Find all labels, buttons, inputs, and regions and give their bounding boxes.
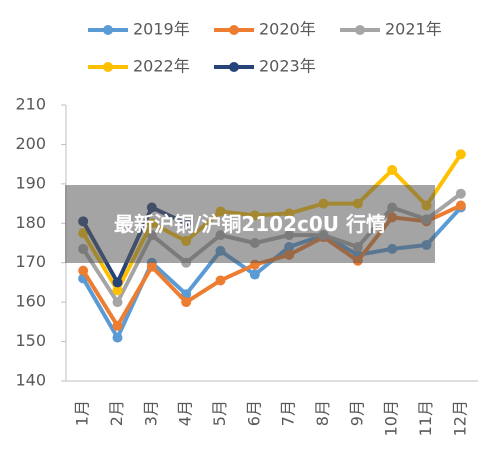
point bbox=[455, 149, 466, 160]
legend-swatch bbox=[103, 25, 113, 35]
y-tick-label: 200 bbox=[15, 134, 46, 153]
point bbox=[112, 285, 123, 296]
point bbox=[112, 332, 123, 343]
legend-label: 2023年 bbox=[259, 57, 316, 76]
y-tick-label: 210 bbox=[15, 95, 46, 114]
x-tick-label: 5月 bbox=[210, 400, 229, 426]
chart-title: 最新沪铜/沪铜2102c0U 行情 bbox=[65, 185, 435, 263]
legend-swatch bbox=[355, 25, 365, 35]
legend-swatch bbox=[103, 62, 113, 72]
point bbox=[112, 320, 123, 331]
point bbox=[181, 297, 192, 308]
legend-label: 2022年 bbox=[133, 57, 190, 76]
point bbox=[387, 165, 398, 176]
legend-swatch bbox=[229, 25, 239, 35]
legend-label: 2019年 bbox=[133, 20, 190, 39]
y-tick-label: 160 bbox=[15, 292, 46, 311]
y-tick-label: 170 bbox=[15, 252, 46, 271]
point bbox=[249, 269, 260, 280]
point bbox=[455, 188, 466, 199]
x-tick-label: 11月 bbox=[416, 400, 435, 436]
y-tick-label: 140 bbox=[15, 371, 46, 390]
point bbox=[78, 265, 89, 276]
point bbox=[455, 200, 466, 211]
x-tick-label: 4月 bbox=[176, 400, 195, 426]
x-tick-label: 8月 bbox=[313, 400, 332, 426]
point bbox=[112, 297, 123, 308]
x-tick-label: 7月 bbox=[279, 400, 298, 426]
x-tick-label: 3月 bbox=[141, 400, 160, 426]
x-tick-label: 1月 bbox=[73, 400, 92, 426]
y-tick-label: 180 bbox=[15, 213, 46, 232]
x-tick-label: 9月 bbox=[347, 400, 366, 426]
x-tick-label: 2月 bbox=[107, 400, 126, 426]
legend-label: 2020年 bbox=[259, 20, 316, 39]
x-tick-label: 12月 bbox=[450, 400, 469, 436]
point bbox=[112, 277, 123, 288]
x-tick-label: 10月 bbox=[382, 400, 401, 436]
y-tick-label: 150 bbox=[15, 331, 46, 350]
legend-swatch bbox=[229, 62, 239, 72]
point bbox=[215, 275, 226, 286]
x-tick-label: 6月 bbox=[244, 400, 263, 426]
y-tick-label: 190 bbox=[15, 173, 46, 192]
point bbox=[146, 261, 157, 272]
legend-label: 2021年 bbox=[385, 20, 442, 39]
